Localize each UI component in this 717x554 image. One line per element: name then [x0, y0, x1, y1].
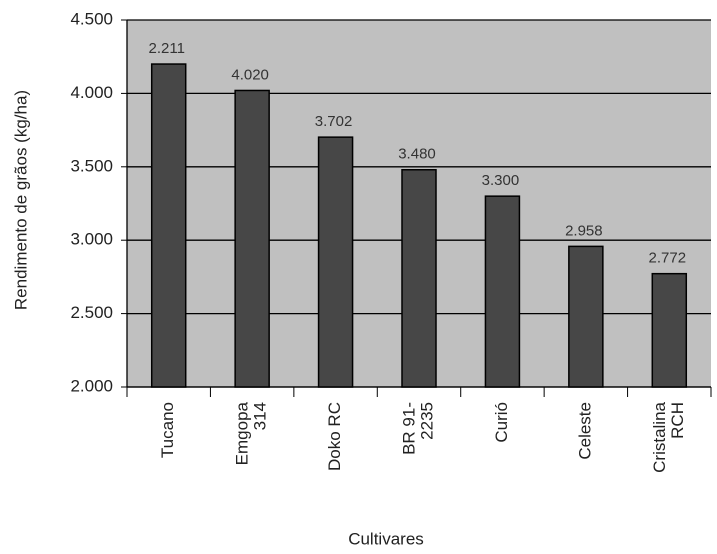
x-tick-label: RCH: [668, 402, 687, 439]
x-tick-label: 2235: [417, 402, 436, 440]
bar: [568, 245, 604, 388]
y-axis-title: Rendimento de grãos (kg/ha): [11, 90, 30, 310]
x-tick-label: 314: [251, 402, 270, 430]
x-tick-label: Curió: [492, 402, 511, 443]
y-tick-label: 2.500: [70, 303, 113, 322]
value-label: 3.702: [315, 113, 353, 130]
y-tick-label: 3.500: [70, 156, 113, 175]
x-tick-label: BR 91-: [399, 402, 418, 455]
value-label: 3.480: [398, 146, 436, 163]
value-label: 2.772: [649, 250, 687, 267]
y-tick-label: 2.000: [70, 376, 113, 395]
x-tick-label: Tucano: [158, 402, 177, 458]
value-label: 2.211: [148, 40, 184, 57]
bar: [150, 63, 187, 388]
x-tick-label: Celeste: [575, 402, 594, 460]
x-tick-label: Doko RC: [325, 402, 344, 471]
bar: [484, 195, 521, 388]
y-tick-label: 3.000: [70, 230, 113, 249]
bar: [651, 272, 688, 388]
bar: [317, 136, 354, 388]
bar: [401, 168, 437, 388]
y-tick-label: 4.000: [70, 83, 113, 102]
value-label: 3.300: [482, 172, 520, 189]
value-label: 4.020: [231, 66, 269, 83]
x-tick-label: Cristalina: [650, 401, 669, 472]
x-tick-label: Emgopa: [233, 401, 252, 465]
x-axis-title: Cultivares: [348, 529, 424, 548]
bar: [234, 89, 270, 388]
y-tick-label: 4.500: [70, 9, 113, 28]
value-label: 2.958: [565, 222, 603, 239]
